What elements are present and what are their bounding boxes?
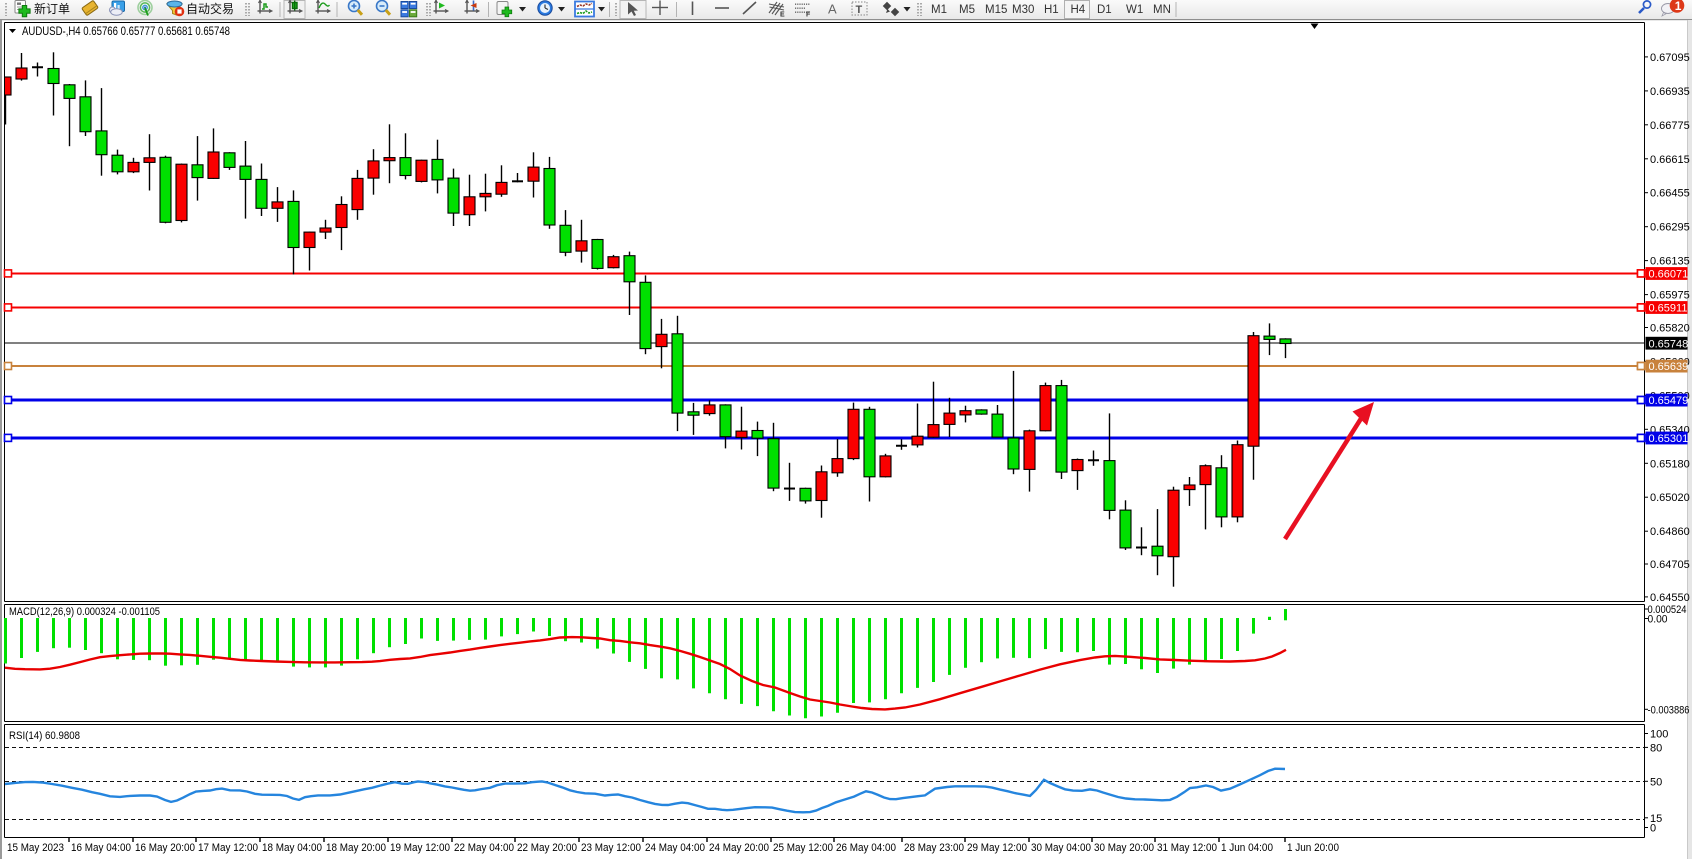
- svg-text:0.65020: 0.65020: [1650, 492, 1690, 504]
- svg-text:0.65820: 0.65820: [1650, 323, 1690, 335]
- svg-text:26 May 04:00: 26 May 04:00: [836, 842, 896, 854]
- svg-text:0.65301: 0.65301: [1649, 433, 1689, 445]
- svg-text:25 May 12:00: 25 May 12:00: [773, 842, 833, 854]
- svg-text:1 Jun 20:00: 1 Jun 20:00: [1287, 842, 1339, 854]
- svg-text:0.64705: 0.64705: [1650, 559, 1690, 571]
- svg-text:22 May 20:00: 22 May 20:00: [517, 842, 577, 854]
- svg-text:M30: M30: [1012, 4, 1034, 16]
- svg-text:18 May 20:00: 18 May 20:00: [326, 842, 386, 854]
- svg-text:0: 0: [1650, 823, 1656, 835]
- svg-text:22 May 04:00: 22 May 04:00: [454, 842, 514, 854]
- svg-text:自动交易: 自动交易: [186, 1, 234, 16]
- svg-text:H4: H4: [1071, 4, 1086, 16]
- svg-text:H1: H1: [1044, 4, 1059, 16]
- svg-text:29 May 12:00: 29 May 12:00: [967, 842, 1027, 854]
- svg-text:31 May 12:00: 31 May 12:00: [1157, 842, 1217, 854]
- svg-text:0.66135: 0.66135: [1650, 256, 1690, 268]
- svg-text:0.65975: 0.65975: [1650, 290, 1690, 302]
- svg-text:18 May 04:00: 18 May 04:00: [262, 842, 322, 854]
- svg-text:30 May 20:00: 30 May 20:00: [1094, 842, 1154, 854]
- svg-text:D1: D1: [1097, 4, 1112, 16]
- svg-text:F: F: [806, 12, 811, 19]
- svg-text:MACD(12,26,9) 0.000324 -0.0011: MACD(12,26,9) 0.000324 -0.001105: [9, 606, 160, 618]
- svg-text:0.65639: 0.65639: [1649, 361, 1689, 373]
- svg-text:0.000524: 0.000524: [1648, 604, 1687, 616]
- svg-text:0.00: 0.00: [1648, 614, 1668, 626]
- svg-text:0.66455: 0.66455: [1650, 188, 1690, 200]
- svg-text:0.66615: 0.66615: [1650, 154, 1690, 166]
- svg-text:0.65479: 0.65479: [1649, 395, 1689, 407]
- svg-text:19 May 12:00: 19 May 12:00: [390, 842, 450, 854]
- svg-text:0.66775: 0.66775: [1650, 120, 1690, 132]
- svg-text:M5: M5: [959, 4, 975, 16]
- svg-text:1: 1: [1675, 0, 1682, 13]
- svg-text:15 May 2023: 15 May 2023: [7, 842, 64, 854]
- svg-text:28 May 23:00: 28 May 23:00: [904, 842, 964, 854]
- svg-text:0.65180: 0.65180: [1650, 458, 1690, 470]
- svg-text:100: 100: [1650, 729, 1668, 741]
- svg-text:0.64550: 0.64550: [1650, 592, 1690, 604]
- svg-text:17 May 12:00: 17 May 12:00: [198, 842, 258, 854]
- svg-text:16 May 20:00: 16 May 20:00: [135, 842, 195, 854]
- svg-text:0.65911: 0.65911: [1649, 303, 1688, 315]
- svg-text:0.67095: 0.67095: [1650, 52, 1690, 64]
- svg-text:T: T: [856, 4, 863, 16]
- svg-text:0.66071: 0.66071: [1649, 269, 1689, 281]
- svg-text:0.66295: 0.66295: [1650, 222, 1690, 234]
- svg-text:M15: M15: [985, 4, 1007, 16]
- svg-text:W1: W1: [1126, 4, 1143, 16]
- svg-text:-0.003886: -0.003886: [1648, 704, 1690, 716]
- svg-text:0.66935: 0.66935: [1650, 86, 1690, 98]
- svg-text:50: 50: [1650, 776, 1662, 788]
- svg-text:AUDUSD-,H4 0.65766 0.65777 0.: AUDUSD-,H4 0.65766 0.65777 0.65681 0.657…: [22, 24, 230, 38]
- svg-text:新订单: 新订单: [34, 1, 70, 16]
- svg-text:30 May 04:00: 30 May 04:00: [1031, 842, 1091, 854]
- svg-text:16 May 04:00: 16 May 04:00: [71, 842, 131, 854]
- svg-text:15: 15: [1650, 813, 1662, 825]
- svg-text:24 May 20:00: 24 May 20:00: [709, 842, 769, 854]
- svg-text:MN: MN: [1153, 4, 1171, 16]
- svg-text:1 Jun 04:00: 1 Jun 04:00: [1221, 842, 1273, 854]
- svg-text:80: 80: [1650, 742, 1662, 754]
- svg-text:E: E: [780, 12, 785, 19]
- svg-text:M1: M1: [931, 4, 947, 16]
- svg-text:RSI(14) 60.9808: RSI(14) 60.9808: [9, 730, 80, 742]
- svg-text:24 May 04:00: 24 May 04:00: [645, 842, 705, 854]
- svg-text:0.65748: 0.65748: [1649, 338, 1689, 350]
- svg-text:23 May 12:00: 23 May 12:00: [581, 842, 641, 854]
- svg-text:A: A: [828, 2, 837, 17]
- svg-text:0.64860: 0.64860: [1650, 526, 1690, 538]
